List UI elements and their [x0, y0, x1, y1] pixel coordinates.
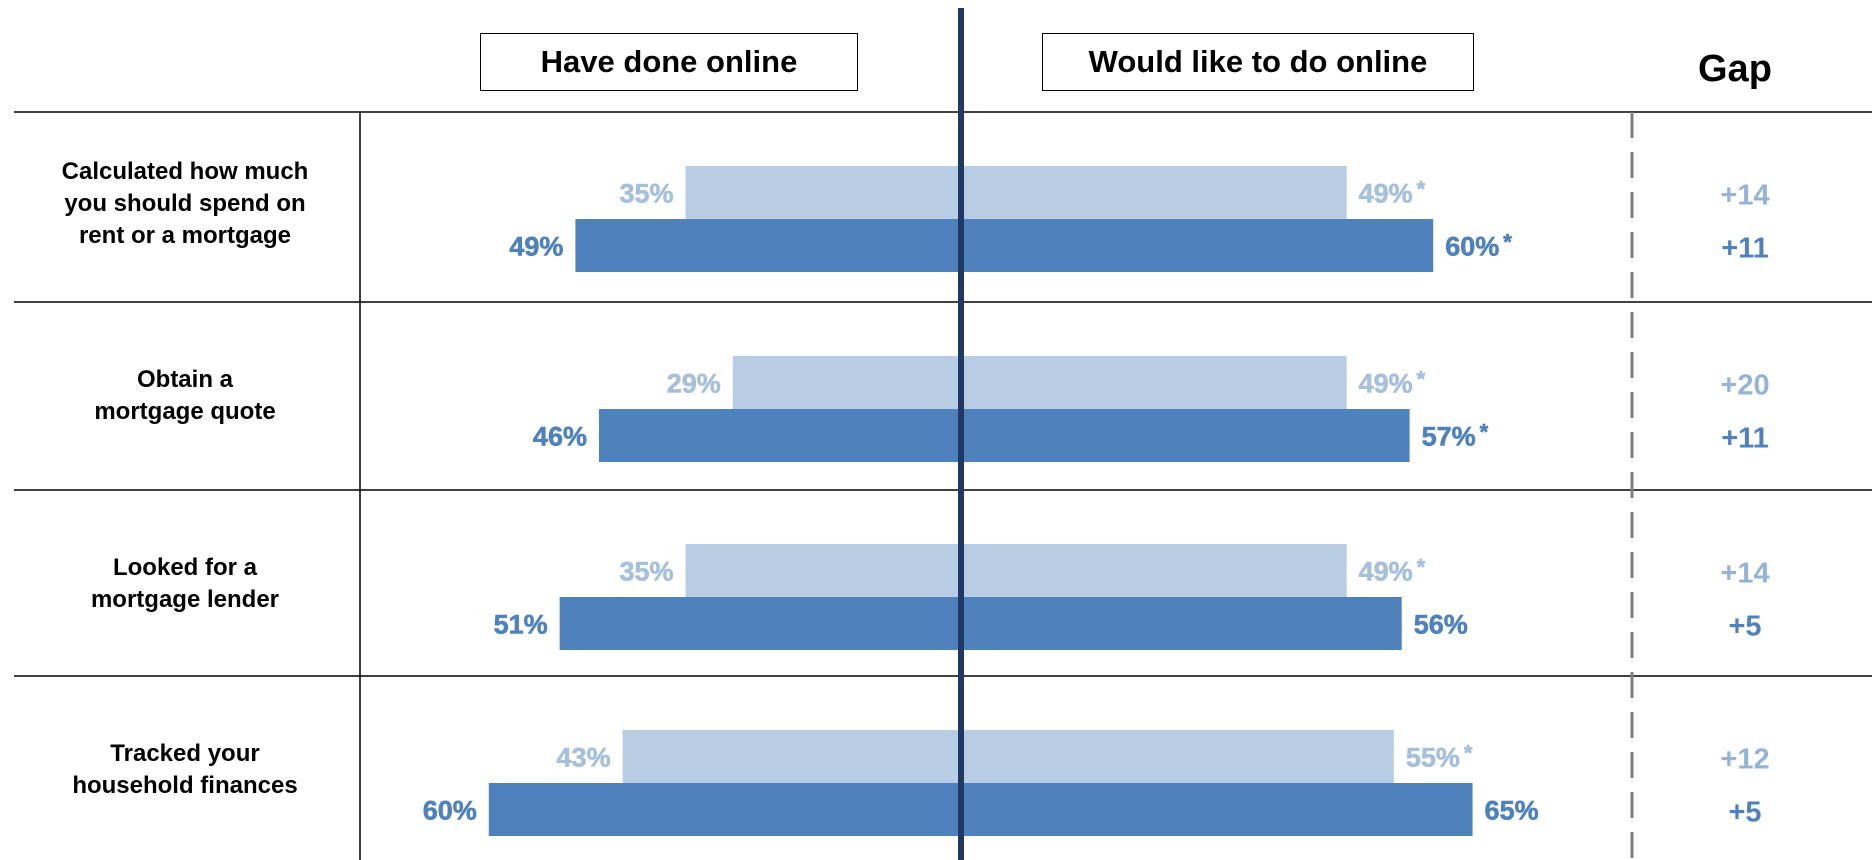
- category-label-line: rent or a mortgage: [20, 220, 350, 252]
- would-like-value-label: 57% *: [1422, 420, 1489, 452]
- would-like-bar-dark: [961, 783, 1473, 836]
- gap-value-label: +11: [1721, 423, 1769, 455]
- have-done-bar-dark: [560, 597, 961, 650]
- category-label-line: Obtain a: [20, 364, 350, 396]
- have-done-bar-light: [733, 356, 961, 409]
- have-done-bar-light: [686, 166, 961, 219]
- have-done-bar-dark: [489, 783, 961, 836]
- would-like-bar-light: [961, 356, 1347, 409]
- would-like-value-label: 49% *: [1359, 367, 1426, 399]
- would-like-bar-dark: [961, 219, 1433, 272]
- would-like-bar-dark: [961, 597, 1402, 650]
- category-label: Obtain a mortgage quote: [20, 364, 350, 428]
- gap-value-label: +5: [1728, 797, 1761, 829]
- would-like-value-label: 49% *: [1359, 177, 1426, 209]
- have-done-bar-dark: [599, 409, 961, 462]
- have-done-value-label: 60%: [423, 796, 477, 826]
- have-done-value-label: 49%: [509, 232, 563, 262]
- would-like-value-label: 55% *: [1406, 741, 1473, 773]
- have-done-value-label: 35%: [620, 179, 674, 209]
- have-done-bar-light: [623, 730, 961, 783]
- significance-asterisk: *: [1417, 177, 1426, 202]
- category-label-line: Tracked your: [20, 738, 350, 770]
- would-like-bar-light: [961, 544, 1347, 597]
- gap-value-label: +11: [1721, 233, 1769, 265]
- would-like-online-header: Would like to do online: [1042, 33, 1474, 91]
- gap-value-label: +14: [1720, 558, 1769, 590]
- category-label-line: Looked for a: [20, 552, 350, 584]
- gap-header: Gap: [1698, 48, 1772, 91]
- category-label-line: household finances: [20, 770, 350, 802]
- category-label-line: mortgage quote: [20, 396, 350, 428]
- significance-asterisk: *: [1417, 367, 1426, 392]
- category-label-line: you should spend on: [20, 188, 350, 220]
- significance-asterisk: *: [1480, 420, 1489, 445]
- have-done-bar-light: [686, 544, 961, 597]
- have-done-value-label: 35%: [620, 557, 674, 587]
- would-like-bar-dark: [961, 409, 1410, 462]
- significance-asterisk: *: [1417, 555, 1426, 580]
- category-label: Looked for a mortgage lender: [20, 552, 350, 616]
- would-like-bar-light: [961, 730, 1394, 783]
- category-label: Tracked your household finances: [20, 738, 350, 802]
- gap-value-label: +20: [1720, 370, 1769, 402]
- significance-asterisk: *: [1464, 741, 1473, 766]
- significance-asterisk: *: [1503, 230, 1512, 255]
- would-like-value-label: 65%: [1485, 796, 1539, 826]
- would-like-value-label: 56%: [1414, 610, 1468, 640]
- gap-value-label: +12: [1720, 744, 1769, 776]
- have-done-value-label: 46%: [533, 422, 587, 452]
- have-done-value-label: 43%: [557, 743, 611, 773]
- would-like-value-label: 49% *: [1359, 555, 1426, 587]
- have-done-online-header: Have done online: [480, 33, 858, 91]
- would-like-bar-light: [961, 166, 1347, 219]
- have-done-bar-dark: [575, 219, 961, 272]
- category-label: Calculated how much you should spend on re…: [20, 156, 350, 252]
- category-label-line: Calculated how much: [20, 156, 350, 188]
- gap-value-label: +5: [1728, 611, 1761, 643]
- would-like-value-label: 60% *: [1445, 230, 1512, 262]
- gap-value-label: +14: [1720, 180, 1769, 212]
- have-done-value-label: 29%: [667, 369, 721, 399]
- category-label-line: mortgage lender: [20, 584, 350, 616]
- have-done-value-label: 51%: [494, 610, 548, 640]
